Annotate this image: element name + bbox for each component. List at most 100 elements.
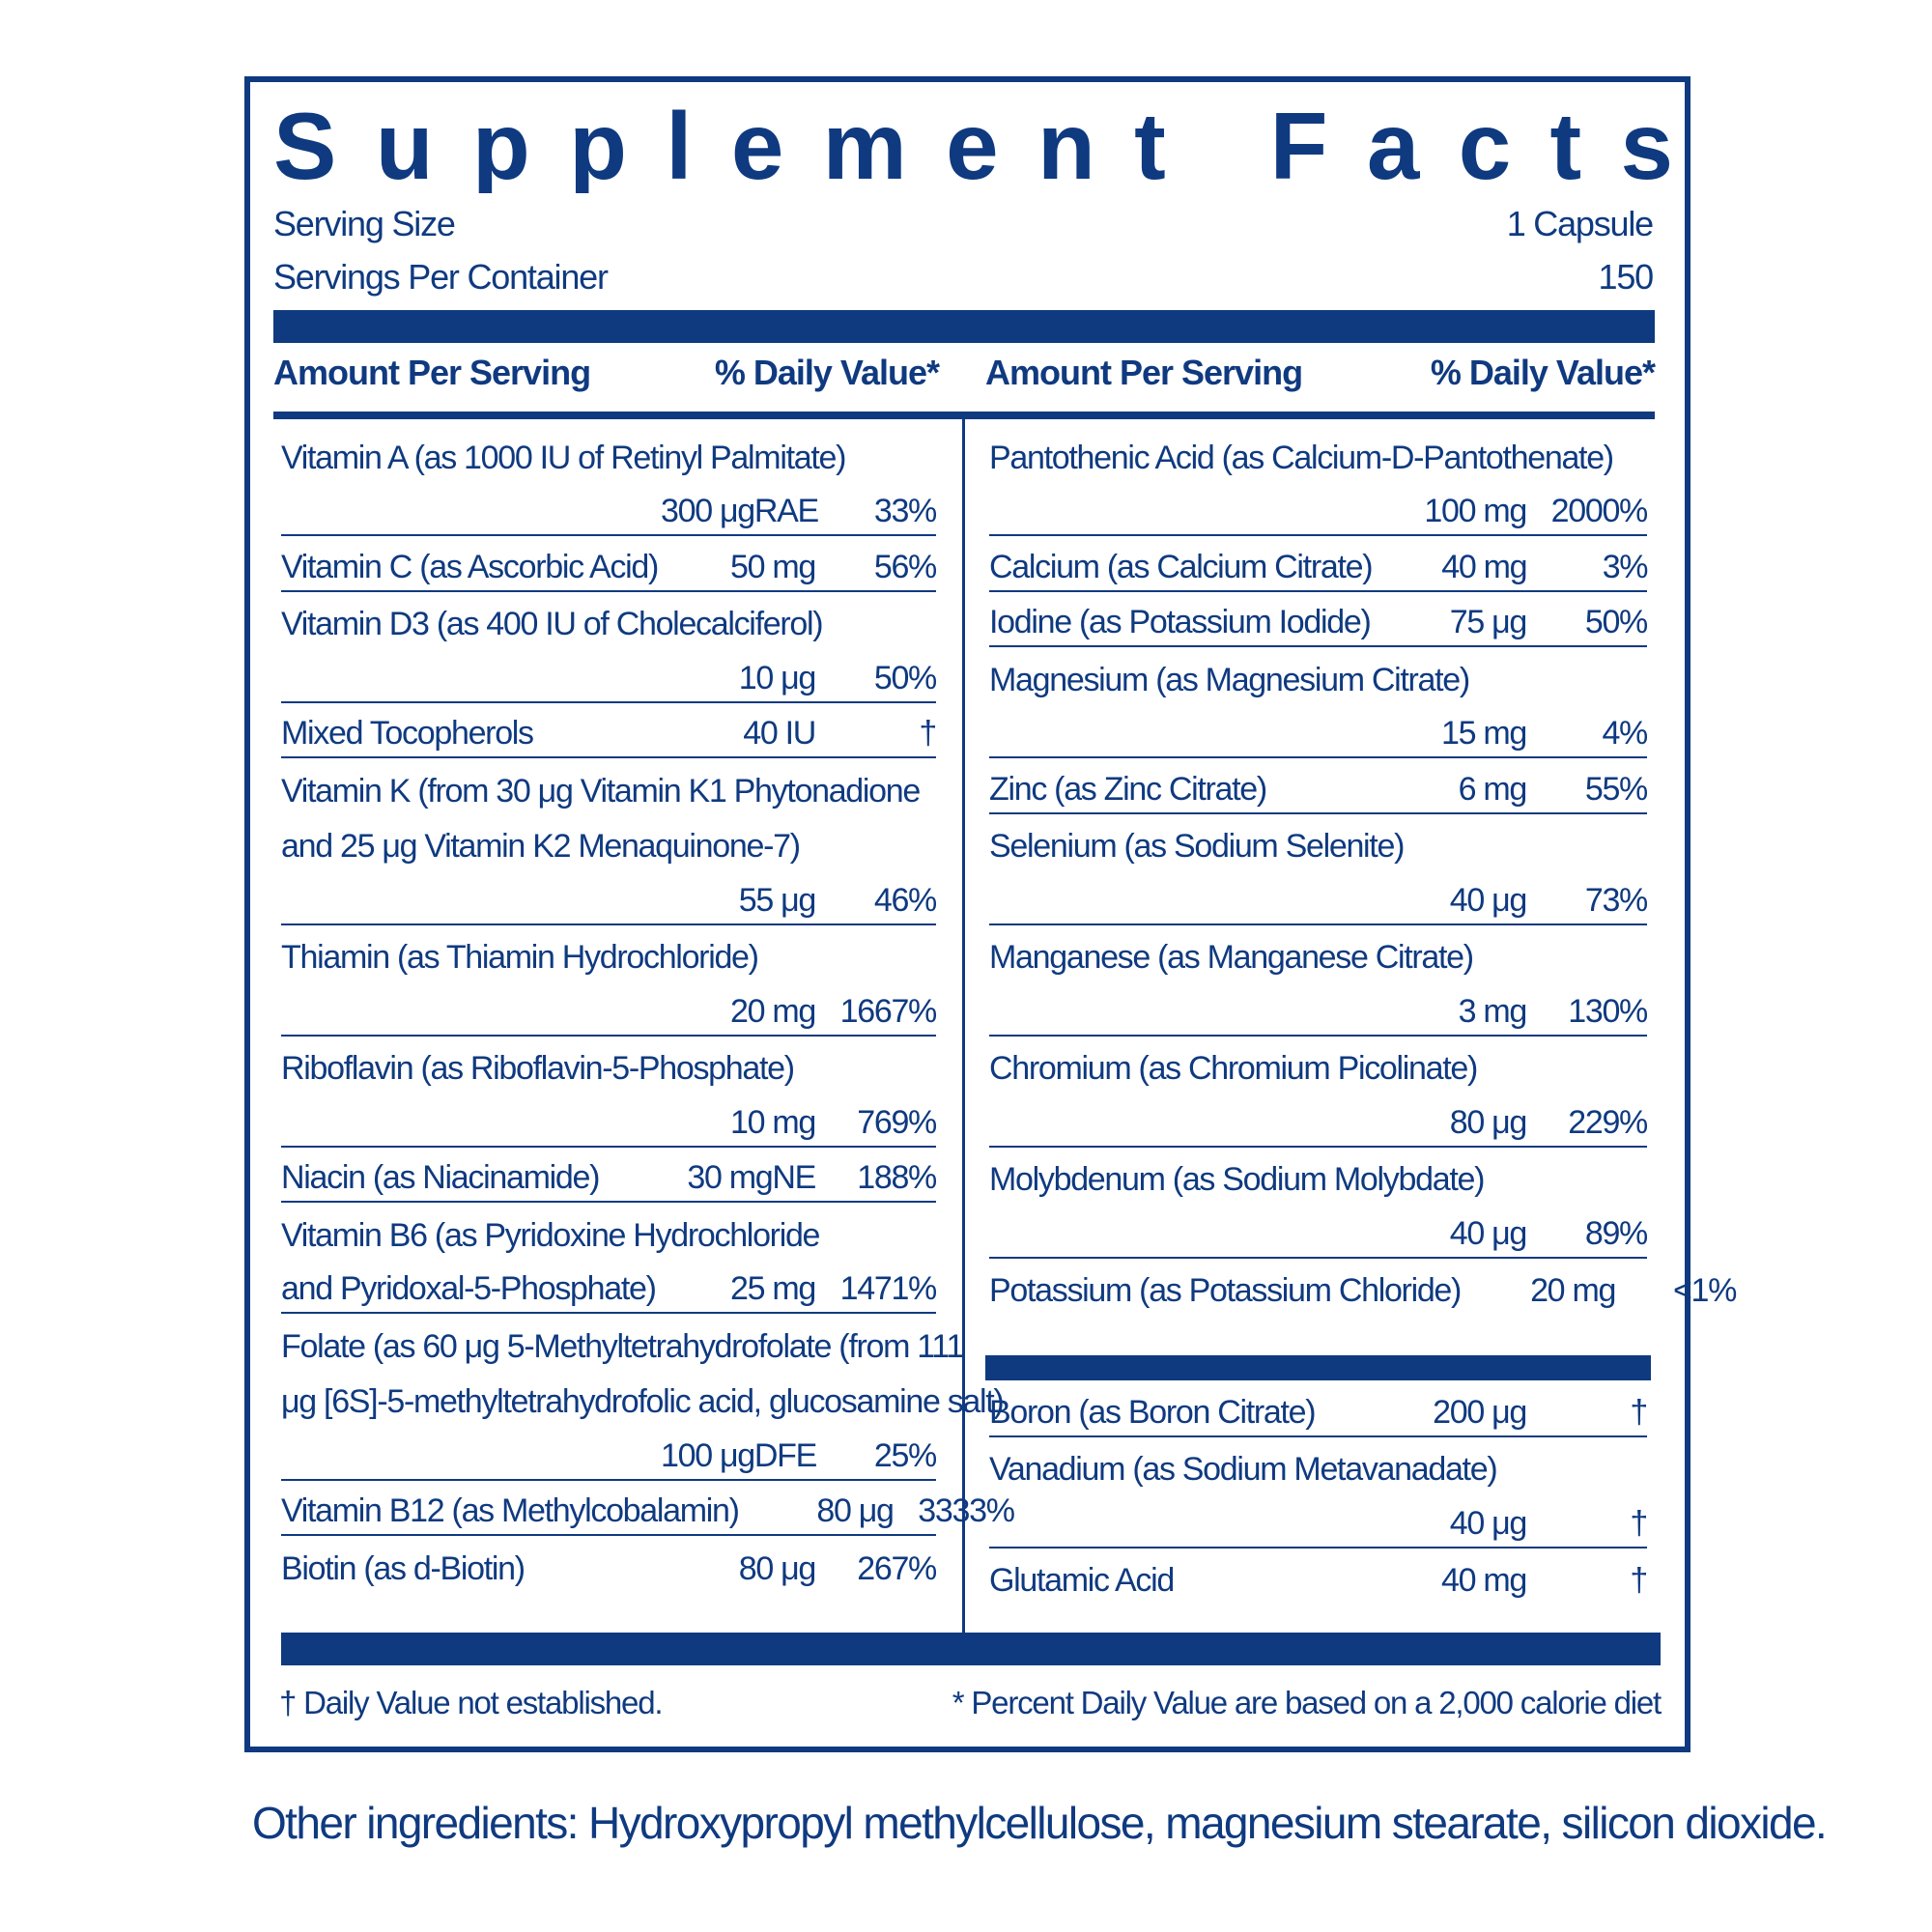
amount: 40 IU (743, 715, 816, 752)
amount: 20 mg (730, 992, 816, 1030)
nutrient-name: Calcium (as Calcium Citrate) (989, 548, 1374, 585)
amount: 100 μgDFE (661, 1436, 817, 1474)
amount: 80 μg (816, 1492, 895, 1529)
row-line: Riboflavin (as Riboflavin-5-Phosphate) (281, 1037, 936, 1093)
daily-value: † (1630, 1562, 1648, 1599)
row-line: Vanadium (as Sodium Metavanadate) (989, 1437, 1647, 1493)
header-rule (273, 412, 1655, 419)
thick-bar (273, 310, 1655, 343)
row-line: Molybdenum (as Sodium Molybdate) (989, 1148, 1647, 1204)
daily-value: <1% (1672, 1272, 1737, 1309)
row-line: 100 mg 2000% (989, 481, 1649, 536)
row-line: 15 mg 4% (989, 703, 1648, 758)
serving-label: Servings Per Container (273, 257, 609, 297)
row-line: Iodine (as Potassium Iodide) 75 μg 50% (989, 592, 1648, 647)
row-line: and Pyridoxal-5-Phosphate) 25 mg 1471% (281, 1259, 937, 1314)
nutrient-name: Vitamin B12 (as Methylcobalamin) (281, 1492, 740, 1529)
column-header: % Daily Value* (714, 353, 940, 392)
row-line: μg [6S]-5-methyltetrahydrofolic acid, gl… (281, 1370, 1005, 1426)
row-line: 20 mg 1667% (281, 980, 938, 1037)
nutrient-name: Chromium (as Chromium Picolinate) (989, 1050, 1478, 1087)
amount: 6 mg (1458, 770, 1528, 808)
column-header: Amount Per Serving (273, 353, 591, 392)
row-line: Thiamin (as Thiamin Hydrochloride) (281, 925, 936, 981)
footnote: * Percent Daily Value are based on a 2,0… (952, 1685, 1662, 1720)
amount: 40 μg (1449, 1504, 1528, 1542)
nutrient-name: Riboflavin (as Riboflavin-5-Phosphate) (281, 1050, 795, 1087)
nutrient-name: Mixed Tocopherols (281, 715, 534, 752)
row-line: 10 μg 50% (281, 647, 937, 703)
row-line: 300 μgRAE 33% (281, 481, 937, 536)
daily-value: 33% (873, 493, 937, 529)
daily-value: 3% (1602, 548, 1649, 585)
column-divider (962, 419, 965, 1633)
row-line: Magnesium (as Magnesium Citrate) (989, 647, 1647, 703)
right-column: Pantothenic Acid (as Calcium-D-Pantothen… (989, 425, 1737, 1315)
daily-value: 229% (1568, 1103, 1648, 1141)
daily-value: 130% (1568, 992, 1648, 1030)
amount: 80 μg (738, 1549, 817, 1587)
nutrient-name: Glutamic Acid (989, 1562, 1175, 1599)
amount: 30 mgNE (687, 1159, 816, 1196)
nutrient-name: Biotin (as d-Biotin) (281, 1549, 526, 1587)
column-header: Amount Per Serving (985, 353, 1303, 392)
daily-value: 2000% (1550, 493, 1649, 529)
nutrient-name: Vitamin C (as Ascorbic Acid) (281, 548, 659, 585)
daily-value: 89% (1584, 1214, 1648, 1252)
daily-value: † (1630, 1393, 1648, 1431)
row-line: 100 μgDFE 25% (281, 1425, 937, 1481)
row-line: 55 μg 46% (281, 869, 937, 925)
nutrient-name: and 25 μg Vitamin K2 Menaquinone-7) (281, 828, 801, 865)
daily-value: † (919, 715, 937, 752)
serving-label: Serving Size (273, 204, 456, 243)
row-line: Vitamin B6 (as Pyridoxine Hydrochloride (281, 1203, 936, 1259)
nutrient-name: and Pyridoxal-5-Phosphate) (281, 1270, 657, 1307)
nutrient-name: μg [6S]-5-methyltetrahydrofolic acid, gl… (281, 1383, 1005, 1420)
row-line: Mixed Tocopherols 40 IU † (281, 703, 937, 758)
title-svg: Supplement Facts (273, 93, 1673, 193)
right-extra-column: Boron (as Boron Citrate) 200 μg † Vanadium … (989, 1381, 1648, 1604)
serving-value: 1 Capsule (1506, 204, 1655, 243)
daily-value: 769% (857, 1103, 937, 1141)
daily-value: 1667% (839, 992, 938, 1030)
amount: 75 μg (1449, 604, 1528, 640)
row-line: Folate (as 60 μg 5-Methyltetrahydrofolat… (281, 1314, 964, 1370)
amount: 200 μg (1433, 1393, 1527, 1431)
daily-value: 55% (1584, 770, 1648, 808)
nutrient-name: Folate (as 60 μg 5-Methyltetrahydrofolat… (281, 1327, 964, 1365)
row-line: and 25 μg Vitamin K2 Menaquinone-7) (281, 814, 936, 870)
daily-value: 188% (857, 1159, 937, 1196)
row-line: 40 μg 89% (989, 1203, 1648, 1259)
daily-value: 73% (1584, 881, 1648, 919)
daily-value: 3333% (918, 1492, 1015, 1529)
nutrient-name: Iodine (as Potassium Iodide) (989, 604, 1372, 640)
section-bar (985, 1355, 1651, 1380)
column-header: % Daily Value* (1430, 353, 1656, 392)
daily-value: 50% (1584, 604, 1648, 640)
row-line: 80 μg 229% (989, 1092, 1648, 1148)
nutrient-name: Manganese (as Manganese Citrate) (989, 939, 1474, 976)
nutrient-name: Vanadium (as Sodium Metavanadate) (989, 1451, 1498, 1488)
nutrient-name: Magnesium (as Magnesium Citrate) (989, 661, 1470, 698)
row-line: Selenium (as Sodium Selenite) (989, 814, 1647, 870)
daily-value: 56% (873, 548, 937, 585)
daily-value: 4% (1602, 715, 1648, 752)
nutrient-name: Zinc (as Zinc Citrate) (989, 770, 1267, 808)
row-line: Vitamin B12 (as Methylcobalamin) 80 μg 333… (281, 1481, 1015, 1536)
row-line: Manganese (as Manganese Citrate) (989, 925, 1647, 981)
row-line: Potassium (as Potassium Chloride) 20 mg <1… (989, 1259, 1737, 1315)
daily-value: † (1630, 1504, 1648, 1542)
footnote: † Daily Value not established. (279, 1685, 664, 1720)
title: Supplement Facts (273, 93, 1673, 193)
facts-panel (244, 76, 1690, 1752)
amount: 3 mg (1458, 992, 1528, 1030)
daily-value: 25% (873, 1436, 937, 1474)
amount: 100 mg (1424, 493, 1527, 529)
bottom-bar (281, 1633, 1661, 1665)
row-line: Pantothenic Acid (as Calcium-D-Pantothen… (989, 425, 1647, 481)
row-line: Vitamin D3 (as 400 IU of Cholecalciferol… (281, 592, 936, 648)
serving-value: 150 (1598, 257, 1655, 297)
row-line: Vitamin K (from 30 μg Vitamin K1 Phytona… (281, 758, 936, 814)
amount: 80 μg (1449, 1103, 1528, 1141)
